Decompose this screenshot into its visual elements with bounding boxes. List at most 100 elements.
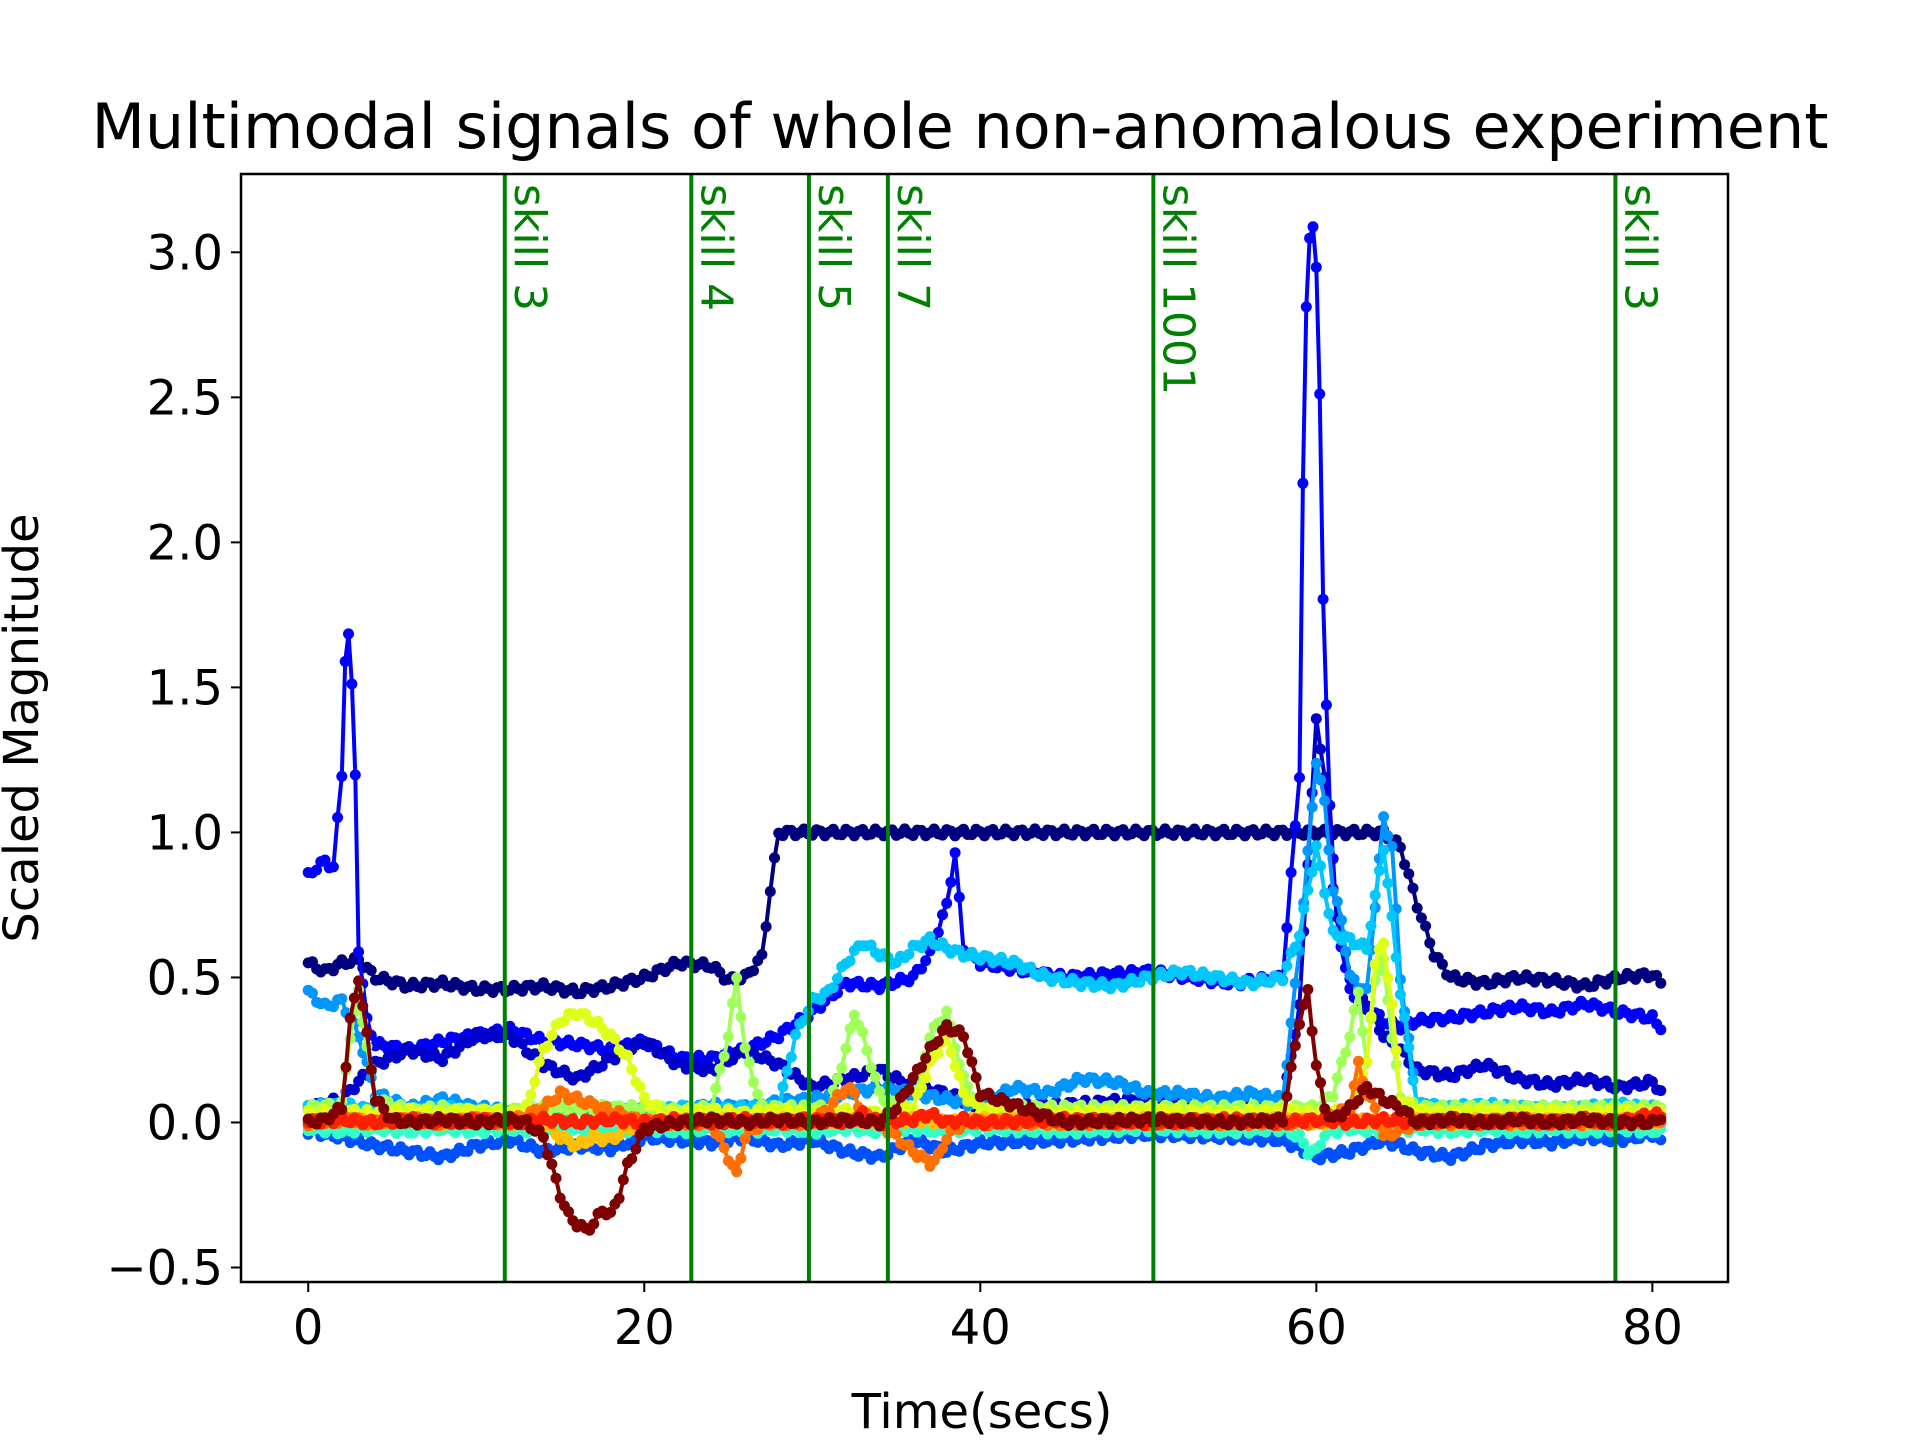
data-point	[798, 1015, 810, 1026]
data-point	[832, 973, 843, 984]
data-point	[714, 1063, 726, 1075]
data-point	[1646, 1009, 1658, 1021]
series-1	[302, 221, 1667, 1068]
y-tick-label: 0.0	[147, 1095, 223, 1151]
data-point	[832, 1073, 843, 1085]
data-point	[1352, 1095, 1364, 1106]
data-point	[605, 1206, 617, 1218]
data-point	[542, 1040, 554, 1052]
data-point	[525, 1089, 537, 1101]
data-point	[1315, 743, 1326, 755]
data-point	[1315, 774, 1326, 786]
data-point	[958, 1087, 969, 1099]
data-point	[466, 1035, 478, 1047]
data-point	[748, 965, 759, 977]
data-point	[311, 864, 323, 876]
data-point	[1302, 884, 1314, 896]
data-point	[1344, 1031, 1356, 1043]
data-point	[890, 1128, 902, 1140]
data-point	[869, 1071, 881, 1083]
data-point	[1655, 1085, 1667, 1097]
data-point	[836, 1062, 848, 1074]
data-point	[735, 1152, 747, 1164]
data-point	[1382, 830, 1394, 842]
data-point	[769, 852, 780, 864]
data-point	[638, 1091, 650, 1103]
data-point	[781, 1065, 793, 1077]
data-point	[1285, 867, 1297, 878]
data-point	[865, 1062, 877, 1074]
data-point	[1298, 999, 1310, 1011]
data-point	[609, 1033, 621, 1045]
data-point	[966, 1056, 978, 1068]
chart-title: Multimodal signals of whole non-anomalou…	[91, 90, 1828, 163]
data-point	[1399, 1011, 1411, 1023]
data-point	[622, 1049, 633, 1061]
data-point	[1336, 1056, 1347, 1068]
series-12	[302, 975, 1667, 1236]
data-point	[958, 1031, 969, 1043]
data-point	[945, 1046, 957, 1058]
data-point	[920, 1052, 932, 1064]
series-line	[308, 226, 1663, 1065]
data-point	[1319, 887, 1331, 899]
data-point	[1277, 1116, 1289, 1128]
data-point	[1306, 801, 1318, 813]
data-point	[844, 1023, 856, 1034]
data-point	[722, 1031, 734, 1043]
data-point	[840, 1042, 852, 1054]
data-point	[1310, 840, 1322, 852]
data-point	[916, 963, 927, 975]
x-axis: 0 20 40 60 80	[293, 1282, 1683, 1356]
data-point	[349, 769, 361, 781]
data-point	[1394, 841, 1406, 853]
data-point	[907, 1071, 919, 1083]
data-point	[932, 927, 944, 938]
data-point	[1294, 930, 1305, 942]
data-point	[1436, 958, 1448, 970]
x-tick-label: 40	[950, 1300, 1011, 1356]
data-point	[1302, 984, 1314, 995]
data-point	[1307, 221, 1319, 233]
data-point	[340, 1061, 352, 1073]
data-point	[1306, 1025, 1318, 1037]
data-point	[1331, 1072, 1343, 1084]
data-point	[1294, 772, 1305, 784]
data-point	[861, 1045, 873, 1056]
data-point	[1352, 986, 1364, 998]
data-point	[1403, 1042, 1415, 1053]
data-point	[353, 1031, 365, 1043]
data-point	[1300, 301, 1312, 313]
data-point	[949, 1061, 961, 1073]
data-point	[647, 1038, 659, 1050]
data-point	[1281, 1091, 1293, 1102]
skill-marker-label: skill 1001	[1152, 184, 1203, 395]
data-point	[916, 1082, 927, 1094]
plot-area	[302, 221, 1667, 1236]
data-point	[1352, 1055, 1364, 1067]
data-point	[336, 1104, 348, 1115]
data-point	[348, 1084, 360, 1096]
data-point	[790, 1029, 801, 1040]
data-point	[890, 1104, 902, 1116]
data-point	[1297, 477, 1309, 489]
data-point	[748, 1076, 759, 1088]
data-point	[941, 1005, 953, 1017]
data-point	[739, 1042, 751, 1054]
data-point	[1277, 975, 1289, 987]
skill-markers: skill 3 skill 4 skill 5 skill 7 skill 1001 sk…	[502, 174, 1665, 1282]
data-point	[550, 1172, 562, 1184]
data-point	[1348, 1080, 1360, 1092]
data-point	[827, 1097, 839, 1109]
series-0	[302, 823, 1667, 1000]
data-point	[1310, 261, 1322, 273]
data-point	[1378, 811, 1390, 823]
data-point	[1403, 868, 1415, 880]
data-point	[731, 1166, 743, 1178]
data-point	[1298, 903, 1310, 915]
data-point	[949, 847, 961, 859]
data-point	[1348, 973, 1360, 985]
data-point	[937, 909, 948, 921]
data-point	[306, 987, 318, 999]
data-point	[743, 1056, 755, 1068]
